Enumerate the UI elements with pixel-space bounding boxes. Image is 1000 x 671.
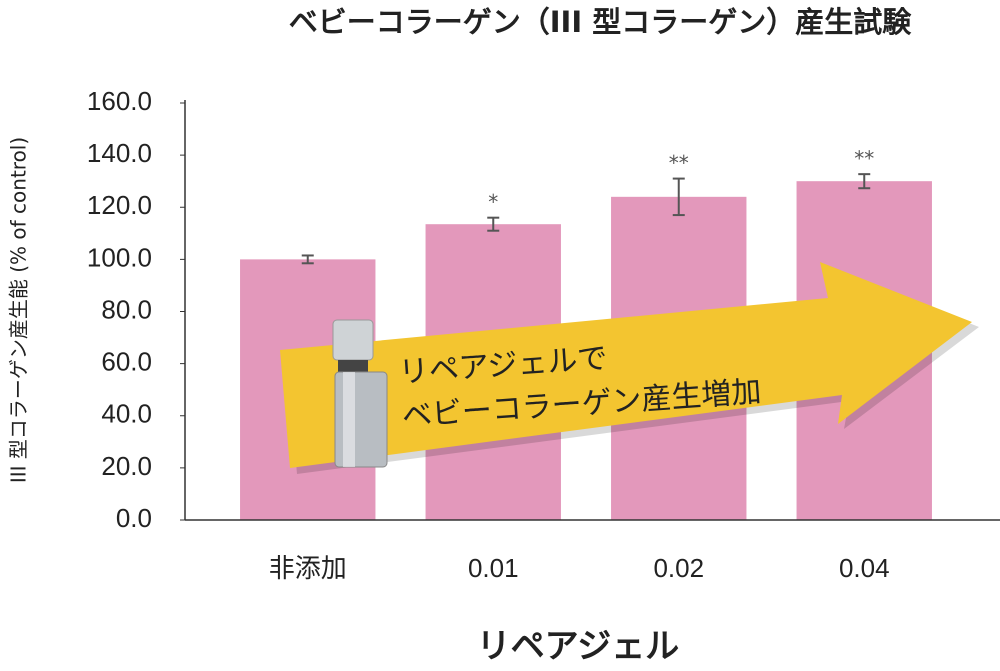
- x-axis-label: リペアジェル: [477, 627, 680, 667]
- significance-label: **: [854, 147, 874, 171]
- bottle-cap: [332, 319, 374, 361]
- product-bottle: [332, 319, 388, 468]
- y-tick-label: 100.0: [87, 242, 152, 272]
- arrow: [280, 262, 972, 468]
- error-bar: [301, 254, 314, 265]
- y-tick-label: 160.0: [87, 86, 152, 116]
- error-bar: [487, 216, 500, 232]
- error-bar: [672, 177, 685, 217]
- y-tick-label: 140.0: [87, 138, 152, 168]
- y-tick-label: 80.0: [101, 294, 152, 324]
- significance-label: *: [488, 190, 498, 214]
- y-tick-label: 0.0: [116, 503, 152, 533]
- y-tick-label: 60.0: [101, 347, 152, 377]
- y-tick-label: 40.0: [101, 399, 152, 429]
- significance-label: **: [669, 151, 689, 175]
- x-tick-label: 非添加: [269, 553, 347, 583]
- x-tick-label: 0.01: [468, 553, 519, 583]
- y-tick-label: 120.0: [87, 190, 152, 220]
- bottle-body: [334, 371, 388, 468]
- x-tick-label: 0.04: [839, 553, 890, 583]
- y-axis-label: III 型コラーゲン産生能 (% of control): [7, 137, 31, 483]
- bottle-neck: [338, 360, 368, 372]
- arrow-overlay: リペアジェルで ベビーコラーゲン産生増加: [280, 262, 979, 474]
- bottle-shine: [343, 372, 355, 467]
- x-tick-label: 0.02: [653, 553, 704, 583]
- chart-title: ベビーコラーゲン（III 型コラーゲン）産生試験: [289, 5, 912, 39]
- y-tick-label: 20.0: [101, 451, 152, 481]
- error-bar: [858, 173, 871, 190]
